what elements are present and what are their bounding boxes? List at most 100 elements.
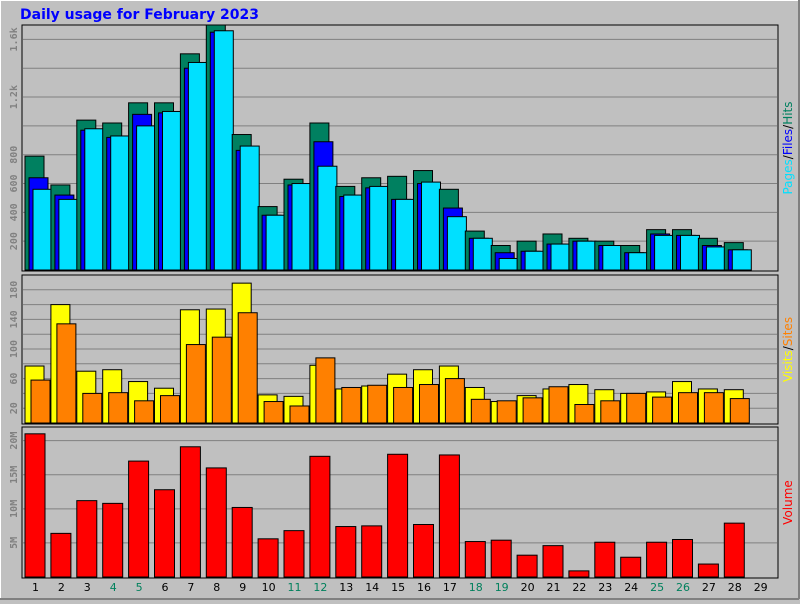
bar-sites [315,357,336,424]
bar-sites [289,405,310,424]
bar-sites [393,386,414,424]
bar-sites [470,398,491,424]
panel-visits_sites: 20 60 100 140 180 Visits/Sites [9,274,795,425]
bar-sites [82,392,103,424]
x-tick-label: 10 [262,581,276,594]
x-tick-label: 23 [598,581,612,594]
bar-volume [361,525,383,578]
bar-pages [32,188,53,271]
bar-pages [446,216,467,271]
x-tick-label: 14 [365,581,379,594]
x-tick-label: 22 [572,581,586,594]
bar-volume [257,538,279,578]
legend-separator: / [781,124,795,129]
x-tick-label: 1 [32,581,39,594]
y-tick-label: 1.6k [9,27,20,51]
x-tick-label: 19 [495,581,509,594]
bar-sites [237,312,258,424]
bar-volume [24,433,46,578]
bar-volume [50,532,72,578]
bar-volume [128,460,150,578]
bar-sites [30,379,51,424]
bar-pages [654,234,675,271]
bar-pages [136,125,157,271]
y-tick-label: 1.2k [9,85,20,109]
bar-pages [343,194,364,271]
bar-sites [522,397,543,424]
y-tick-label: 20M [9,432,20,450]
bar-sites [341,386,362,424]
bar-pages [317,165,338,271]
bar-pages [162,110,182,271]
y-tick-label: 60 [9,373,20,385]
bar-volume [620,556,642,578]
y-tick-label: 15M [9,466,20,484]
y-tick-label: 600 [9,174,20,192]
bar-pages [369,185,390,271]
bar-pages [705,246,726,271]
bar-sites [729,398,750,424]
bar-sites [419,384,439,424]
bar-pages [84,128,105,271]
bar-sites [444,378,465,424]
bar-pages [498,257,519,271]
bar-sites [160,395,180,424]
bar-volume [309,455,331,578]
x-tick-label: 11 [288,581,302,594]
bar-pages [213,30,234,271]
x-tick-label: 5 [136,581,143,594]
bar-sites [367,384,388,424]
bar-sites [678,392,698,424]
bar-sites [134,400,155,424]
chart-panels: 2004006008001.2k1.6kPages/Files/Hits2060… [9,24,795,579]
bar-volume [672,539,693,578]
legend-visits_sites: Visits/Sites [781,317,795,382]
bar-pages [731,249,752,271]
bar-pages [395,198,416,271]
y-tick-label: 200 [9,232,20,250]
panel-volume: 5M 10M 15M 20M Volume [9,426,795,579]
x-tick-label: 17 [443,581,457,594]
bar-volume [516,554,538,578]
bar-pages [472,237,493,271]
bar-volume [102,502,124,578]
bar-volume [568,570,590,578]
y-tick-label: 20 [9,402,20,414]
y-tick-label: 400 [9,203,20,221]
chart-title: Daily usage for February 2023 [20,7,259,23]
y-tick-label: 140 [9,310,20,328]
bar-pages [239,145,260,271]
x-tick-label: 29 [754,581,768,594]
y-tick-label: 10M [9,500,20,518]
bar-sites [574,404,595,424]
legend-item-files: Files [781,129,795,155]
y-tick-label: 5M [9,537,20,549]
x-tick-label: 16 [417,581,431,594]
bar-volume [464,541,486,578]
bar-volume [231,506,253,578]
legend-separator: / [781,154,795,159]
x-tick-label: 27 [702,581,716,594]
bar-volume [413,524,434,578]
bar-sites [56,323,77,424]
bar-volume [542,545,564,578]
y-tick-label: 180 [9,281,20,299]
bar-sites [600,400,621,424]
bar-pages [421,181,441,271]
x-axis-labels: 1 2 3 4 5 6 7 8 9 10 11 12 13 14 15 16 17 18 19 20 21 22 23 24 2… [32,581,768,594]
bar-volume [697,563,719,578]
bar-sites [652,396,673,424]
x-tick-label: 8 [213,581,220,594]
bar-sites [185,344,206,424]
bar-pages [524,250,545,271]
x-tick-label: 12 [313,581,327,594]
bar-volume [490,539,512,578]
y-tick-label: 800 [9,146,20,164]
bar-pages [110,135,131,271]
bar-sites [211,336,232,424]
x-tick-label: 3 [84,581,91,594]
legend-item-volume: Volume [781,480,795,525]
